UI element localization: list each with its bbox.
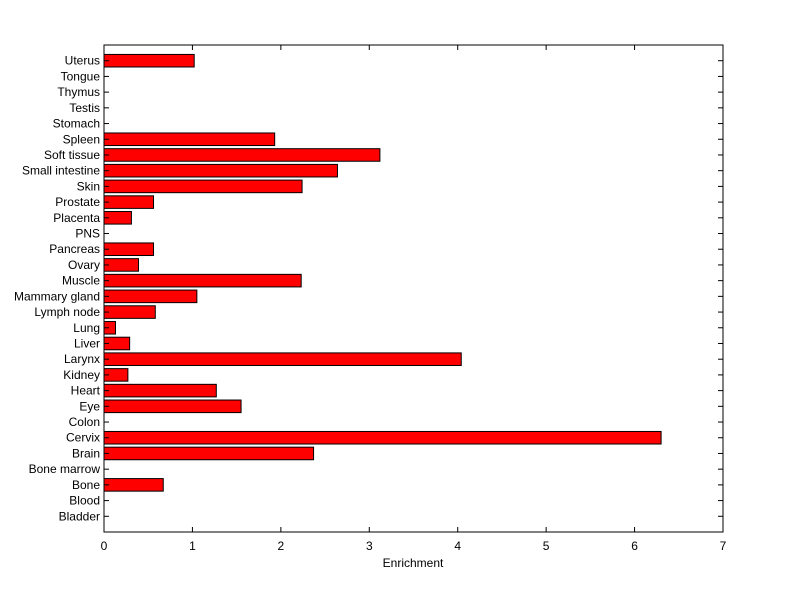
plot-frame [103, 44, 724, 533]
x-axis-label: Enrichment [383, 556, 444, 570]
y-tick-label: Stomach [53, 117, 100, 131]
bar-spleen [103, 132, 276, 147]
x-tick-label: 0 [101, 539, 108, 553]
y-tick-label: PNS [75, 227, 100, 241]
x-tick-label: 6 [631, 539, 638, 553]
bar-skin [103, 179, 303, 194]
bar-lymph-node [103, 305, 156, 319]
y-tick-label: Ovary [68, 258, 100, 272]
x-tick-label: 4 [454, 539, 461, 553]
y-tick-label: Thymus [57, 85, 100, 99]
x-tick-label: 7 [720, 539, 727, 553]
x-tick-label: 3 [366, 539, 373, 553]
y-tick-label: Placenta [53, 211, 100, 225]
y-tick-label: Lymph node [34, 305, 100, 319]
y-tick-label: Testis [69, 101, 100, 115]
y-tick-label: Bone [72, 478, 100, 492]
y-tick-label: Prostate [55, 195, 100, 209]
bar-mammary-gland [103, 289, 198, 304]
bar-small-intestine [103, 163, 338, 178]
y-tick-label: Bladder [59, 509, 100, 523]
y-tick-label: Small intestine [22, 164, 100, 178]
y-tick-label: Larynx [64, 352, 100, 366]
x-tick-label: 1 [189, 539, 196, 553]
y-tick-label: Kidney [63, 368, 100, 382]
y-tick-label: Muscle [62, 274, 100, 288]
y-tick-label: Lung [73, 321, 100, 335]
bar-ovary [103, 258, 139, 272]
y-tick-label: Blood [69, 494, 100, 508]
bar-larynx [103, 352, 462, 366]
y-tick-label: Cervix [66, 431, 100, 445]
bar-eye [103, 399, 242, 414]
bar-bone [103, 478, 164, 492]
bar-muscle [103, 273, 302, 288]
y-tick-label: Mammary gland [14, 289, 100, 303]
x-tick-label: 2 [278, 539, 285, 553]
y-tick-label: Uterus [65, 54, 100, 68]
y-tick-label: Colon [69, 415, 100, 429]
y-tick-label: Bone marrow [29, 462, 101, 476]
bar-soft-tissue [103, 148, 381, 162]
y-tick-label: Brain [72, 446, 100, 460]
y-tick-label: Heart [71, 384, 101, 398]
y-tick-label: Tongue [61, 69, 101, 83]
bar-prostate [103, 195, 155, 209]
y-tick-label: Spleen [63, 132, 100, 146]
bar-pancreas [103, 242, 155, 257]
bar-uterus [103, 53, 195, 68]
bar-cervix [103, 430, 662, 445]
y-tick-label: Soft tissue [44, 148, 100, 162]
y-tick-label: Skin [77, 179, 100, 193]
x-tick-label: 5 [543, 539, 550, 553]
y-tick-label: Eye [79, 399, 100, 413]
bar-heart [103, 383, 217, 398]
y-tick-label: Pancreas [49, 242, 100, 256]
bar-brain [103, 446, 315, 461]
y-tick-label: Liver [74, 336, 100, 350]
